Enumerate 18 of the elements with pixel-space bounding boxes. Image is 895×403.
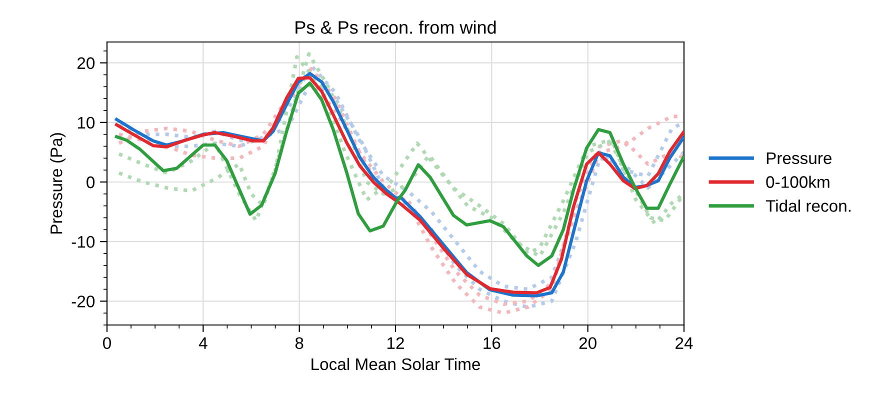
y-tick-label: 0 [86, 176, 95, 188]
y-tick-label: -20 [72, 296, 95, 308]
y-tick-label: -10 [72, 236, 95, 248]
y-axis-title: Pressure (Pa) [50, 133, 66, 234]
legend-label: Tidal recon. [766, 200, 850, 212]
legend-label: Pressure [766, 152, 832, 164]
x-tick-label: 16 [484, 337, 500, 350]
x-tick-label: 12 [388, 337, 404, 349]
y-tick-label: 20 [77, 57, 95, 70]
x-tick-label: 8 [295, 337, 304, 350]
x-tick-label: 0 [103, 337, 111, 350]
x-tick-label: 20 [579, 337, 596, 350]
x-tick-label: 4 [198, 337, 208, 349]
chart-title: Ps & Ps recon. from wind [296, 20, 496, 34]
x-tick-label: 24 [676, 337, 693, 349]
legend-label: 0-100km [766, 176, 830, 188]
x-axis-title: Local Mean Solar Time [312, 358, 480, 370]
y-tick-label: 10 [78, 116, 95, 129]
